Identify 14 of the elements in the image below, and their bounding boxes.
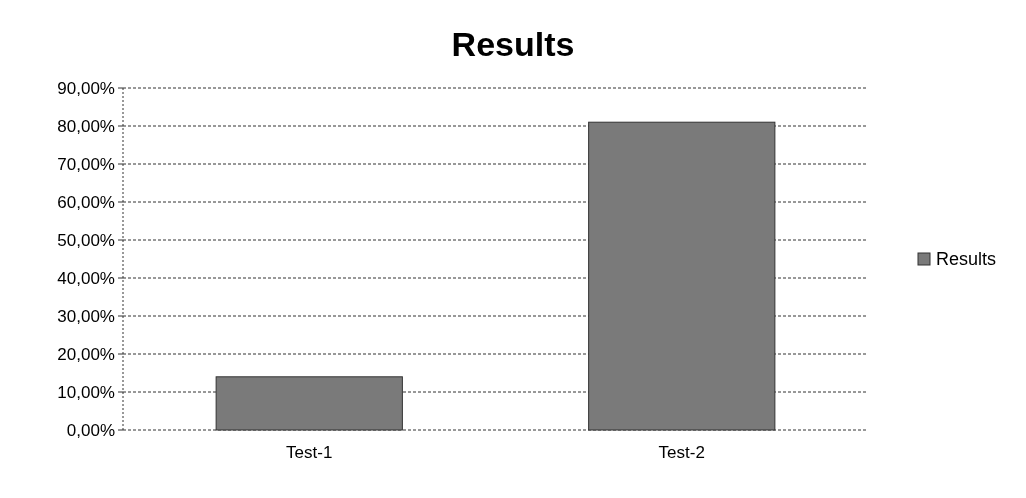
x-tick-label: Test-1	[286, 443, 333, 462]
y-tick-label: 90,00%	[57, 78, 115, 98]
y-tick-label: 30,00%	[57, 306, 115, 326]
y-tick-label: 50,00%	[57, 230, 115, 250]
y-tick-label: 70,00%	[57, 154, 115, 174]
y-tick-label: 10,00%	[57, 382, 115, 402]
y-tick-label: 20,00%	[57, 344, 115, 364]
x-tick-label: Test-2	[658, 443, 705, 462]
y-tick-label: 80,00%	[57, 116, 115, 136]
legend-label: Results	[936, 249, 997, 270]
y-tick-label: 40,00%	[57, 268, 115, 288]
y-tick-label: 60,00%	[57, 192, 115, 212]
y-tick-label: 0,00%	[66, 420, 115, 440]
chart-title: Results	[451, 25, 575, 63]
